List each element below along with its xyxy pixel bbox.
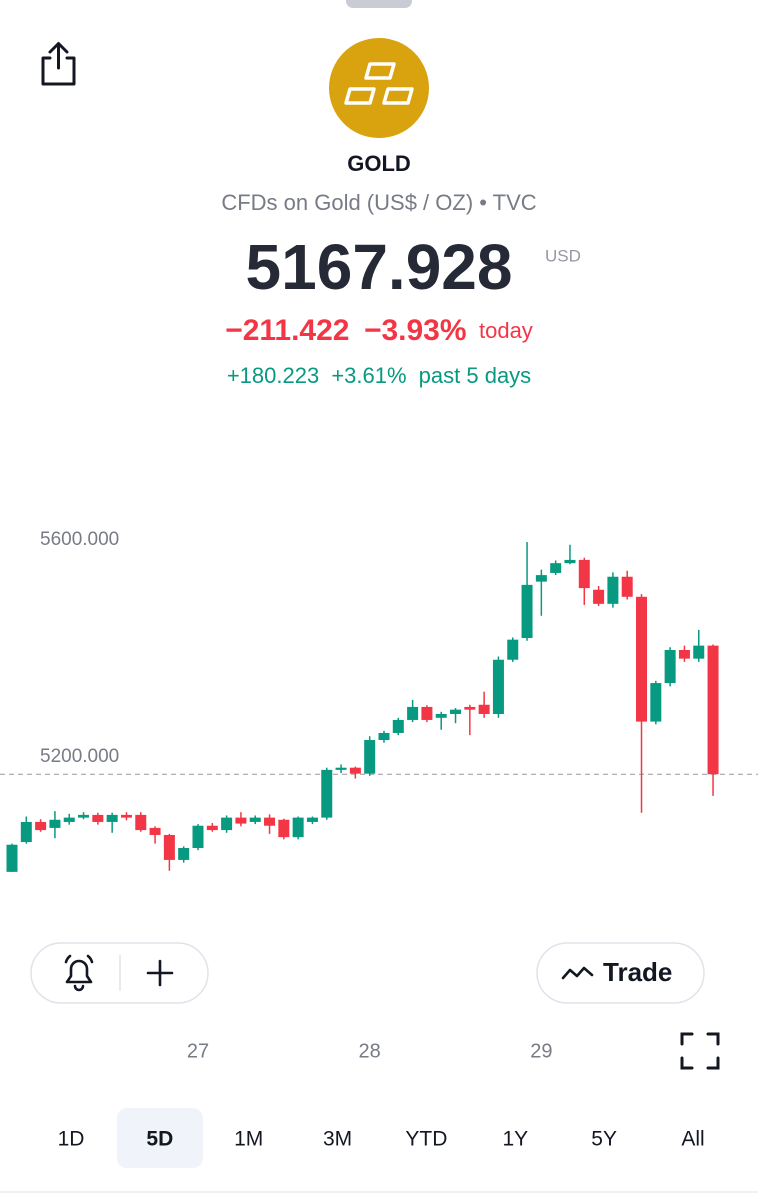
candle-body	[321, 769, 333, 818]
trade-label: Trade	[603, 957, 672, 987]
candle-body	[378, 732, 390, 741]
candle-body	[450, 709, 462, 714]
candle-body	[593, 589, 605, 604]
candle-body	[636, 596, 648, 722]
gold-logo	[329, 38, 429, 138]
candle-body	[650, 683, 662, 722]
x-tick-label: 29	[530, 1040, 552, 1062]
candle-body	[707, 645, 719, 775]
change-abs: −211.422	[225, 314, 349, 347]
candle-body	[6, 844, 18, 872]
trade-icon	[561, 966, 594, 980]
candle-body	[464, 706, 476, 710]
candle-body	[135, 814, 147, 831]
timeframe-tabs: 1D 5D 1M 3M YTD 1Y 5Y All	[58, 1108, 705, 1168]
candle-body	[178, 847, 190, 860]
candle-body	[221, 817, 233, 831]
candle-body	[578, 559, 590, 589]
timeframe-tab[interactable]: YTD	[405, 1128, 447, 1151]
timeframe-tab[interactable]: All	[681, 1128, 704, 1151]
candle-body	[492, 659, 504, 714]
candle-body	[306, 817, 318, 822]
candle-body	[435, 713, 447, 718]
period-pct: +3.61%	[331, 363, 406, 388]
x-tick-label: 27	[187, 1040, 209, 1062]
drag-handle[interactable]	[346, 0, 412, 8]
timeframe-tab[interactable]: 3M	[323, 1128, 352, 1151]
x-tick-label: 28	[359, 1040, 381, 1062]
candle-body	[421, 706, 433, 720]
candle-body	[564, 559, 576, 564]
candle-body	[364, 740, 376, 774]
currency: USD	[545, 246, 581, 265]
add-button[interactable]	[146, 959, 174, 987]
y-tick-label: 5200.000	[40, 746, 119, 767]
timeframe-tab[interactable]: 5Y	[591, 1128, 617, 1151]
candle-body	[292, 817, 304, 838]
candle-body	[49, 819, 61, 828]
price: 5167.928	[246, 231, 513, 303]
candle-body	[478, 704, 490, 714]
candle-body	[550, 563, 562, 573]
symbol: GOLD	[347, 151, 411, 176]
change-period: +180.223 +3.61% past 5 days	[227, 363, 531, 388]
description: CFDs on Gold (US$ / OZ) • TVC	[221, 190, 536, 215]
candle-body	[92, 814, 104, 822]
candle-body	[278, 819, 290, 838]
candle-body	[78, 814, 90, 818]
candle-body	[678, 649, 690, 659]
candle-body	[192, 825, 204, 848]
candle-body	[206, 825, 218, 831]
today-label: today	[479, 318, 533, 343]
timeframe-tab[interactable]: 1Y	[502, 1128, 528, 1151]
candle-body	[407, 706, 419, 720]
candle-body	[607, 576, 619, 604]
fullscreen-button[interactable]	[680, 1032, 720, 1070]
candle-body	[149, 827, 161, 835]
candle-body	[249, 817, 261, 822]
candle-body	[335, 767, 347, 770]
timeframe-tab[interactable]: 5D	[146, 1128, 173, 1151]
candle-body	[535, 575, 547, 582]
candle-body	[35, 821, 47, 831]
candle-body	[106, 814, 118, 822]
candle-body	[507, 639, 519, 660]
candlestick-chart: 5600.000 5200.000 27 28 29	[0, 529, 758, 1062]
period-abs: +180.223	[227, 363, 319, 388]
candle-body	[163, 834, 175, 860]
candle-body	[349, 767, 361, 774]
change-today: −211.422 −3.93% today	[225, 314, 533, 347]
candle-body	[693, 645, 705, 659]
alert-button[interactable]	[64, 954, 94, 992]
candle-body	[20, 821, 32, 843]
candle-body	[120, 814, 132, 818]
share-button[interactable]	[41, 42, 76, 86]
change-pct: −3.93%	[364, 314, 467, 347]
candle-body	[235, 817, 247, 824]
candle-body	[521, 584, 533, 639]
candle-body	[63, 817, 75, 822]
candle-body	[264, 817, 276, 826]
gold-bars-icon	[344, 62, 414, 105]
trade-button[interactable]	[536, 942, 705, 1004]
candle-body	[621, 576, 633, 597]
timeframe-tab[interactable]: 1D	[58, 1128, 85, 1151]
selected-tab-bg	[116, 1108, 203, 1168]
candle-body	[664, 649, 676, 684]
timeframe-tab[interactable]: 1M	[234, 1128, 263, 1151]
candle-body	[392, 719, 404, 733]
period-label: past 5 days	[419, 363, 532, 388]
y-tick-label: 5600.000	[40, 529, 119, 550]
